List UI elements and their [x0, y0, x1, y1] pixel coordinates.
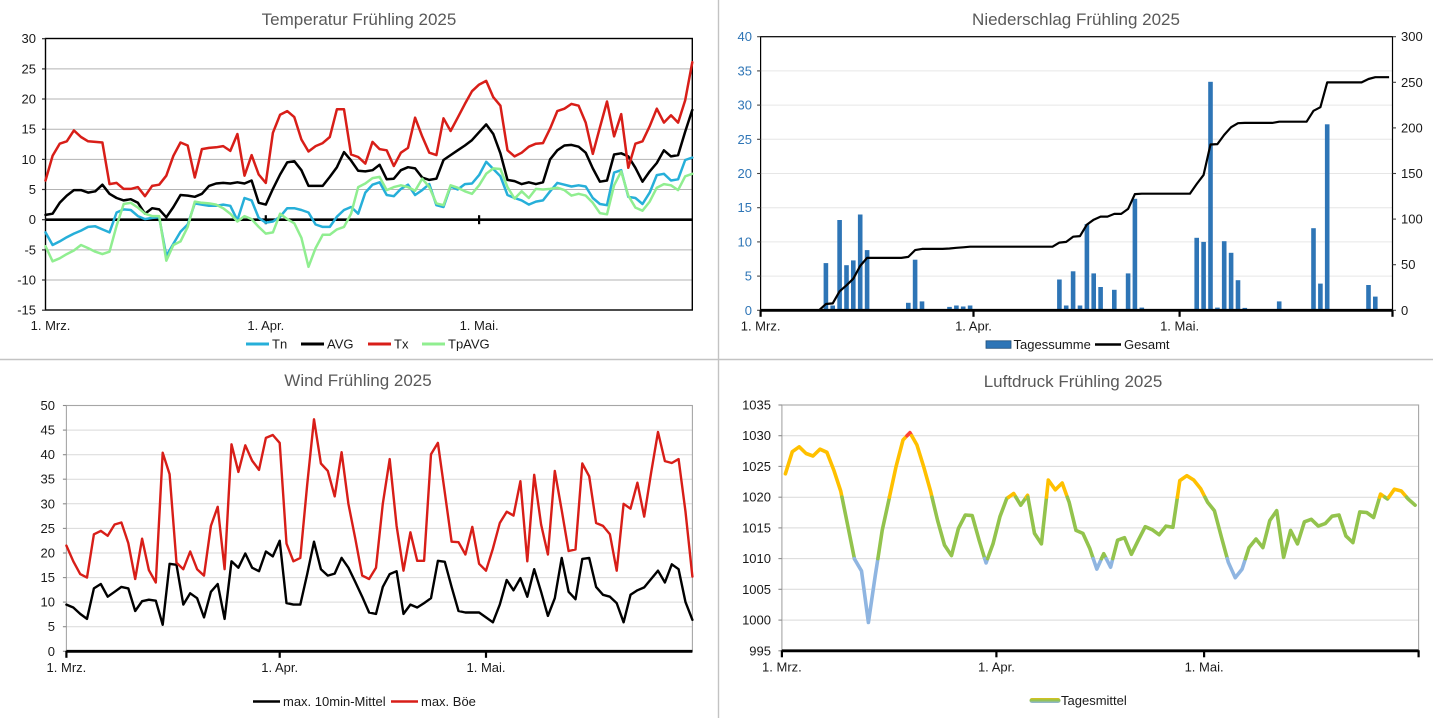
- svg-text:1. Apr.: 1. Apr.: [978, 660, 1015, 675]
- svg-text:1. Apr.: 1. Apr.: [247, 318, 284, 333]
- svg-text:0: 0: [1401, 303, 1408, 318]
- svg-text:20: 20: [738, 166, 752, 181]
- svg-text:1. Mrz.: 1. Mrz.: [762, 660, 802, 675]
- svg-text:10: 10: [22, 152, 36, 167]
- svg-text:max. Böe: max. Böe: [421, 694, 476, 709]
- svg-text:1. Apr.: 1. Apr.: [955, 319, 992, 334]
- svg-text:-5: -5: [24, 242, 36, 257]
- svg-text:1. Mrz.: 1. Mrz.: [741, 319, 781, 334]
- svg-text:0: 0: [745, 303, 752, 318]
- svg-text:30: 30: [738, 98, 752, 113]
- svg-text:995: 995: [749, 643, 771, 658]
- svg-text:Tagesmittel: Tagesmittel: [1061, 693, 1127, 708]
- svg-text:10: 10: [41, 595, 55, 610]
- svg-text:150: 150: [1401, 166, 1423, 181]
- svg-text:1. Mai.: 1. Mai.: [466, 660, 505, 675]
- svg-text:1035: 1035: [742, 398, 771, 413]
- svg-text:200: 200: [1401, 120, 1423, 135]
- svg-text:40: 40: [738, 29, 752, 44]
- svg-text:50: 50: [41, 398, 55, 413]
- svg-text:1010: 1010: [742, 551, 771, 566]
- svg-text:0: 0: [48, 644, 55, 659]
- svg-text:1. Mrz.: 1. Mrz.: [47, 660, 87, 675]
- svg-text:TpAVG: TpAVG: [448, 337, 490, 352]
- svg-text:1020: 1020: [742, 490, 771, 505]
- svg-text:45: 45: [41, 423, 55, 438]
- svg-text:1030: 1030: [742, 428, 771, 443]
- svg-text:Wind Frühling 2025: Wind Frühling 2025: [284, 371, 431, 390]
- svg-text:0: 0: [29, 212, 36, 227]
- svg-text:1. Apr.: 1. Apr.: [261, 660, 298, 675]
- svg-text:Niederschlag Frühling 2025: Niederschlag Frühling 2025: [972, 10, 1180, 29]
- svg-text:20: 20: [41, 546, 55, 561]
- svg-text:1025: 1025: [742, 459, 771, 474]
- svg-text:Tagessumme: Tagessumme: [1014, 337, 1091, 352]
- svg-text:250: 250: [1401, 75, 1423, 90]
- svg-text:Gesamt: Gesamt: [1124, 337, 1170, 352]
- svg-text:25: 25: [41, 521, 55, 536]
- svg-text:40: 40: [41, 447, 55, 462]
- svg-text:50: 50: [1401, 257, 1415, 272]
- svg-text:15: 15: [41, 570, 55, 585]
- svg-text:-10: -10: [17, 273, 36, 288]
- svg-text:15: 15: [22, 122, 36, 137]
- svg-text:1. Mai.: 1. Mai.: [460, 318, 499, 333]
- svg-text:35: 35: [738, 63, 752, 78]
- svg-text:5: 5: [48, 619, 55, 634]
- svg-text:Temperatur Frühling 2025: Temperatur Frühling 2025: [262, 10, 457, 29]
- svg-text:1. Mrz.: 1. Mrz.: [31, 318, 71, 333]
- svg-text:100: 100: [1401, 212, 1423, 227]
- svg-text:20: 20: [22, 92, 36, 107]
- svg-text:25: 25: [22, 61, 36, 76]
- svg-text:1005: 1005: [742, 582, 771, 597]
- svg-text:1015: 1015: [742, 520, 771, 535]
- svg-text:max. 10min-Mittel: max. 10min-Mittel: [283, 694, 386, 709]
- svg-text:Tx: Tx: [394, 337, 409, 352]
- svg-text:1000: 1000: [742, 613, 771, 628]
- svg-text:300: 300: [1401, 29, 1423, 44]
- svg-text:1. Mai.: 1. Mai.: [1160, 319, 1199, 334]
- svg-text:30: 30: [22, 31, 36, 46]
- svg-text:30: 30: [41, 496, 55, 511]
- svg-text:-15: -15: [17, 303, 36, 318]
- svg-text:10: 10: [738, 234, 752, 249]
- svg-text:5: 5: [745, 269, 752, 284]
- svg-text:15: 15: [738, 200, 752, 215]
- svg-text:Luftdruck Frühling 2025: Luftdruck Frühling 2025: [984, 372, 1163, 391]
- svg-text:1. Mai.: 1. Mai.: [1185, 660, 1224, 675]
- svg-text:25: 25: [738, 132, 752, 147]
- svg-text:35: 35: [41, 472, 55, 487]
- svg-text:Tn: Tn: [272, 337, 287, 352]
- svg-text:5: 5: [29, 182, 36, 197]
- svg-text:AVG: AVG: [327, 337, 354, 352]
